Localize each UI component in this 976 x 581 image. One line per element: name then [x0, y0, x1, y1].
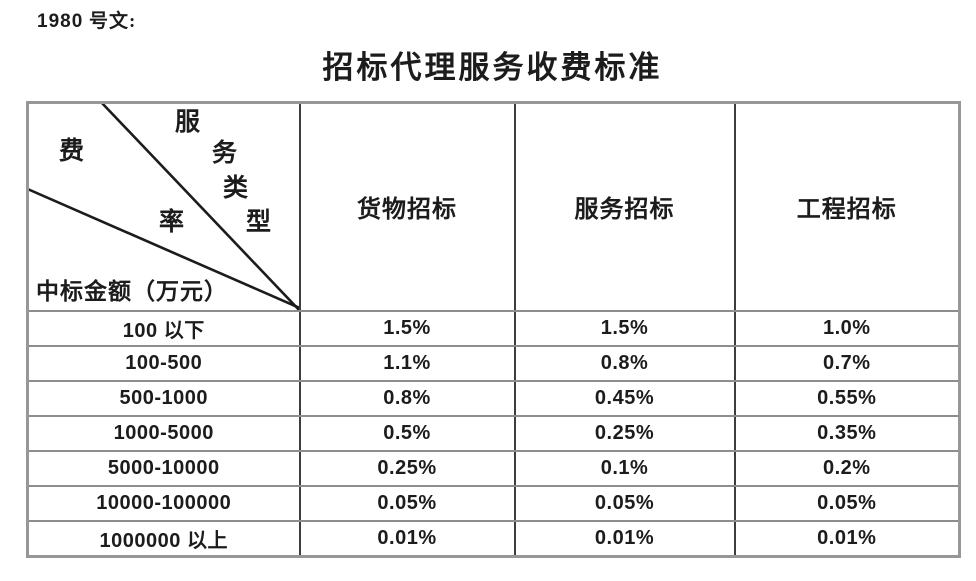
- rate-cell: 0.55%: [733, 380, 961, 418]
- amount-range-cell: 500-1000: [26, 380, 301, 418]
- amount-range-cell: 1000-5000: [26, 415, 301, 453]
- rate-cell: 1.5%: [298, 309, 516, 348]
- rate-cell: 0.2%: [733, 450, 961, 488]
- amount-range-cell: 1000000 以上: [26, 520, 301, 558]
- rate-cell: 0.25%: [298, 450, 516, 488]
- amount-range-cell: 5000-10000: [26, 450, 301, 488]
- rate-cell: 0.8%: [298, 380, 516, 418]
- rate-cell: 0.35%: [733, 415, 961, 453]
- rate-cell: 0.45%: [513, 380, 736, 418]
- rate-cell: 0.01%: [733, 520, 961, 558]
- table-row: 1000000 以上 0.01% 0.01% 0.01%: [26, 520, 961, 558]
- rate-cell: 0.1%: [513, 450, 736, 488]
- rate-cell: 0.05%: [733, 485, 961, 523]
- table-header-row: 服 务 类 型 费 率 中标金额（万元） 货物招标 服务招标 工程招标: [26, 101, 961, 312]
- document-ref-number: 1980: [37, 11, 84, 32]
- column-header-goods-bidding: 货物招标: [298, 101, 516, 312]
- table-row: 100-500 1.1% 0.8% 0.7%: [26, 345, 961, 383]
- column-header-service-bidding: 服务招标: [513, 101, 736, 312]
- corner-label-bid-amount: 中标金额（万元）: [36, 279, 228, 304]
- corner-label-rate-char-2: 率: [159, 209, 185, 236]
- table-row: 100 以下 1.5% 1.5% 1.0%: [26, 309, 961, 348]
- rate-cell: 1.0%: [733, 309, 961, 348]
- rate-cell: 0.8%: [513, 345, 736, 383]
- column-header-works-bidding: 工程招标: [733, 101, 961, 312]
- table-row: 5000-10000 0.25% 0.1% 0.2%: [26, 450, 961, 488]
- corner-label-rate-char-1: 费: [59, 138, 85, 165]
- rate-cell: 0.05%: [513, 485, 736, 523]
- rate-cell: 0.7%: [733, 345, 961, 383]
- corner-header-cell: 服 务 类 型 费 率 中标金额（万元）: [26, 101, 301, 312]
- amount-range-cell: 100-500: [26, 345, 301, 383]
- table-row: 10000-100000 0.05% 0.05% 0.05%: [26, 485, 961, 523]
- document-ref-label: 1980 号文:: [37, 6, 136, 33]
- rate-cell: 0.01%: [298, 520, 516, 558]
- corner-label-service-type-char-1: 服: [175, 109, 201, 136]
- fee-standard-table: 服 务 类 型 费 率 中标金额（万元） 货物招标 服务招标 工程招标 100 …: [26, 101, 961, 558]
- rate-cell: 0.5%: [298, 415, 516, 453]
- document-ref-suffix: 号文:: [83, 11, 137, 32]
- table-row: 1000-5000 0.5% 0.25% 0.35%: [26, 415, 961, 453]
- corner-label-service-type-char-2: 务: [212, 140, 238, 167]
- corner-label-service-type-char-3: 类: [223, 175, 249, 202]
- rate-cell: 1.5%: [513, 309, 736, 348]
- amount-range-cell: 100 以下: [26, 309, 301, 348]
- page-title: 招标代理服务收费标准: [322, 50, 663, 85]
- rate-cell: 1.1%: [298, 345, 516, 383]
- rate-cell: 0.05%: [298, 485, 516, 523]
- diagonal-divider-lines: [29, 104, 298, 309]
- table-row: 500-1000 0.8% 0.45% 0.55%: [26, 380, 961, 418]
- rate-cell: 0.01%: [513, 520, 736, 558]
- corner-header-content: 服 务 类 型 费 率 中标金额（万元）: [29, 104, 298, 309]
- rate-cell: 0.25%: [513, 415, 736, 453]
- corner-label-service-type-char-4: 型: [246, 209, 272, 236]
- amount-range-cell: 10000-100000: [26, 485, 301, 523]
